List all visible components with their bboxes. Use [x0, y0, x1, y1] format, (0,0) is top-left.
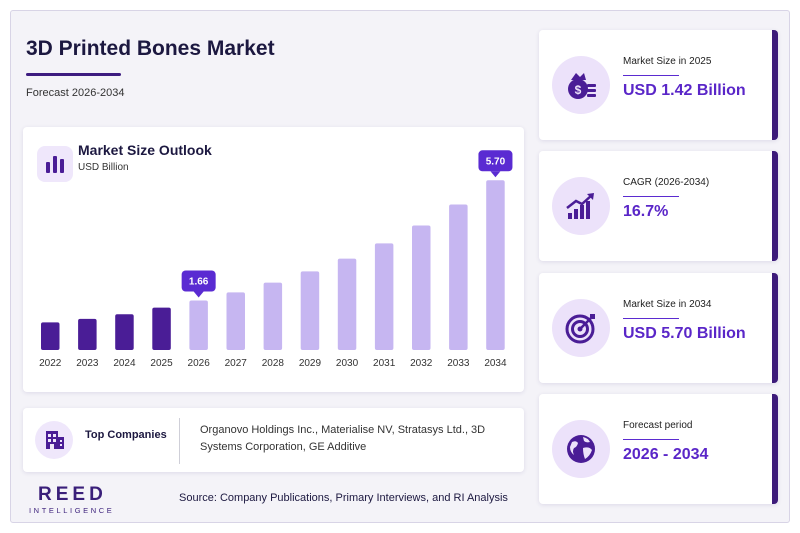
chart-unit: USD Billion	[78, 162, 129, 173]
data-label: 5.70	[486, 156, 506, 167]
stat-divider	[623, 439, 679, 440]
stat-label: CAGR (2026-2034)	[623, 177, 710, 188]
x-tick-label: 2024	[113, 358, 136, 369]
page-subtitle: Forecast 2026-2034	[26, 87, 125, 99]
bar-2029	[300, 271, 320, 350]
x-tick-label: 2032	[410, 358, 433, 369]
chart-title: Market Size Outlook	[78, 142, 212, 158]
x-tick-label: 2027	[225, 358, 248, 369]
page-title: 3D Printed Bones Market	[26, 37, 275, 60]
data-callout-box	[181, 270, 216, 292]
data-callout-pointer	[490, 171, 501, 178]
bar-chart: 2022 2023 2024 2025 2026 2027 2028 2029 2030 2031…	[39, 150, 513, 369]
svg-text:$: $	[575, 83, 582, 97]
x-tick-label: 2033	[447, 358, 470, 369]
x-tick-label: 2030	[336, 358, 359, 369]
growth-chart-icon	[552, 177, 610, 235]
stat-card-cagr: CAGR (2026-2034) 16.7%	[539, 151, 778, 261]
stat-value: 2026 - 2034	[623, 446, 709, 463]
stat-label: Forecast period	[623, 420, 693, 431]
x-tick-label: 2029	[299, 358, 322, 369]
bar-2027	[226, 292, 245, 350]
companies-label: Top Companies	[85, 429, 167, 441]
bar-2025	[152, 307, 171, 350]
chart-card: Market Size Outlook USD Billion 2022 2023…	[23, 127, 524, 392]
x-tick-label: 2028	[262, 358, 285, 369]
data-callout-pointer	[193, 291, 204, 298]
globe-icon	[552, 420, 610, 478]
money-bag-icon: $	[552, 56, 610, 114]
bar-chart-icon	[37, 146, 73, 182]
bar-2031	[374, 243, 394, 350]
companies-list: Organovo Holdings Inc., Materialise NV, …	[200, 424, 486, 453]
brand-tagline: INTELLIGENCE	[29, 506, 115, 515]
bar-2024	[115, 314, 134, 350]
data-label: 1.66	[189, 276, 209, 287]
stat-divider	[623, 318, 679, 319]
stat-label: Market Size in 2034	[623, 299, 712, 310]
bar-2032	[412, 225, 431, 350]
stat-divider	[623, 75, 679, 76]
x-tick-label: 2031	[373, 358, 396, 369]
brand-logo: REED	[38, 484, 107, 505]
x-tick-label: 2023	[76, 358, 99, 369]
data-callout-box	[478, 150, 513, 172]
source-note: Source: Company Publications, Primary In…	[179, 492, 508, 504]
x-tick-label: 2022	[39, 358, 62, 369]
stat-divider	[623, 196, 679, 197]
bar-2033	[449, 204, 468, 350]
bar-2022	[41, 322, 60, 350]
stat-value: USD 5.70 Billion	[623, 325, 746, 342]
stat-card-market-2034: Market Size in 2034 USD 5.70 Billion	[539, 273, 778, 383]
building-icon	[35, 421, 73, 459]
bar-2030	[337, 258, 357, 350]
stat-value: USD 1.42 Billion	[623, 82, 746, 99]
bar-2023	[78, 318, 97, 350]
bar-2026	[189, 300, 208, 350]
title-underline	[26, 73, 121, 76]
x-tick-label: 2034	[484, 358, 507, 369]
stat-card-market-2025: $ Market Size in 2025 USD 1.42 Billion	[539, 30, 778, 140]
companies-card: Top Companies Organovo Holdings Inc., Ma…	[23, 408, 524, 472]
companies-divider	[179, 418, 180, 464]
target-icon	[552, 299, 610, 357]
stat-value: 16.7%	[623, 203, 669, 220]
x-tick-label: 2026	[188, 358, 211, 369]
stat-label: Market Size in 2025	[623, 56, 712, 67]
stat-card-forecast-period: Forecast period 2026 - 2034	[539, 394, 778, 504]
bar-2034	[486, 180, 505, 350]
x-tick-label: 2025	[150, 358, 173, 369]
bar-2028	[263, 282, 283, 350]
